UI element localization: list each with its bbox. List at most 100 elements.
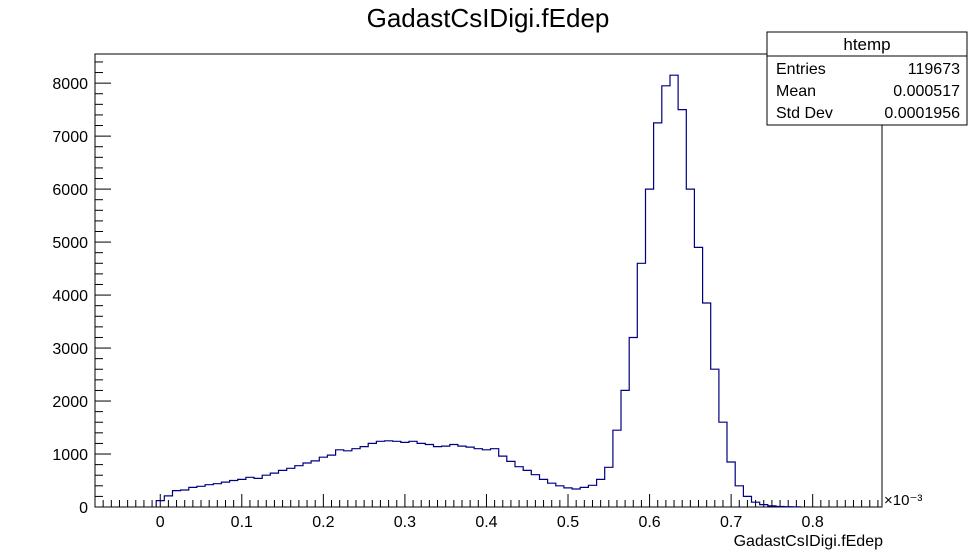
histogram-bin <box>173 491 181 507</box>
histogram-bin <box>572 489 580 507</box>
histogram-bin <box>450 445 458 508</box>
histogram-bin <box>760 505 768 507</box>
histogram-bin <box>393 441 401 507</box>
histogram-bin <box>344 451 352 507</box>
histogram-bin <box>385 441 393 507</box>
histogram-bin <box>327 455 335 507</box>
histogram-bin <box>629 338 637 508</box>
histogram-bin <box>768 506 776 507</box>
histogram-bin <box>458 446 466 507</box>
histogram-bin <box>221 482 229 507</box>
histogram-bin <box>482 450 490 507</box>
y-tick-label: 7000 <box>52 129 88 146</box>
histogram-bin <box>694 247 702 507</box>
y-tick-label: 0 <box>79 500 88 517</box>
histogram-bin <box>654 123 662 507</box>
x-tick-label: 0 <box>156 514 165 531</box>
histogram-bin <box>376 441 384 507</box>
histogram-bin <box>637 263 645 507</box>
stats-box-frame <box>766 31 968 126</box>
histogram-bin <box>409 441 417 507</box>
histogram-bin <box>164 496 172 507</box>
histogram-bin <box>507 461 515 507</box>
stats-entries-value: 119673 <box>908 61 960 78</box>
histogram-bin <box>597 479 605 507</box>
histogram-bin <box>776 507 784 508</box>
histogram-bin <box>735 486 743 507</box>
stats-entries-label: Entries <box>776 61 826 78</box>
histogram-bin <box>752 502 760 507</box>
stats-box-title: htemp <box>843 35 890 54</box>
histogram-bin <box>319 457 327 507</box>
histogram-bin <box>336 450 344 507</box>
histogram-bin <box>466 447 474 507</box>
x-tick-label: 0.4 <box>475 514 497 531</box>
x-tick-label: 0.6 <box>638 514 660 531</box>
histogram-bin <box>662 86 670 507</box>
histogram-bin <box>678 110 686 507</box>
histogram-bin <box>605 467 613 507</box>
stats-stddev-label: Std Dev <box>776 105 833 122</box>
y-tick-label: 6000 <box>52 182 88 199</box>
histogram-bin <box>434 447 442 507</box>
histogram-bin <box>442 446 450 507</box>
x-tick-label: 0.7 <box>720 514 742 531</box>
histogram-bin <box>588 485 596 507</box>
histogram-bin <box>613 430 621 507</box>
histogram-bin <box>303 463 311 507</box>
stats-stddev-value: 0.0001956 <box>884 105 960 122</box>
y-tick-label: 8000 <box>52 76 88 93</box>
histogram-bin <box>156 501 164 507</box>
histogram-bin <box>181 490 189 507</box>
histogram-bin <box>360 447 368 507</box>
histogram-bin <box>311 461 319 507</box>
histogram-bin <box>287 468 295 507</box>
histogram-bin <box>531 475 539 507</box>
histogram-bin <box>352 449 360 507</box>
histogram-bin <box>230 481 238 508</box>
y-tick-label: 3000 <box>52 341 88 358</box>
histogram-bin <box>425 445 433 508</box>
x-tick-label: 0.1 <box>231 514 253 531</box>
histogram-bin <box>213 484 221 507</box>
x-tick-label: 0.8 <box>802 514 824 531</box>
histogram-bin <box>556 486 564 507</box>
histogram-bins <box>156 75 800 507</box>
histogram-bin <box>564 488 572 507</box>
histogram-bin <box>523 470 531 507</box>
stats-box: htemp Entries 119673 Mean 0.000517 Std D… <box>766 31 968 126</box>
x-tick-label: 0.5 <box>557 514 579 531</box>
histogram-bin <box>548 483 556 507</box>
histogram-bin <box>246 477 254 507</box>
y-tick-label: 2000 <box>52 394 88 411</box>
y-tick-label: 4000 <box>52 288 88 305</box>
histogram-bin <box>417 443 425 507</box>
histogram-bin <box>621 390 629 507</box>
histogram-bin <box>368 443 376 507</box>
histogram-bin <box>205 485 213 507</box>
histogram-bin <box>270 473 278 507</box>
stats-mean-label: Mean <box>776 83 816 100</box>
histogram-bin <box>499 456 507 507</box>
x-tick-label: 0.3 <box>394 514 416 531</box>
x-tick-label: 0.2 <box>312 514 334 531</box>
histogram-bin <box>262 475 270 507</box>
y-tick-label: 1000 <box>52 447 88 464</box>
histogram-bin <box>711 369 719 507</box>
histogram-bin <box>474 449 482 507</box>
histogram-bin <box>727 462 735 507</box>
plot-axes: 0 0.1 0.2 0.3 0.4 0.5 0.6 0.7 0.8 0 1000 2000 3000 40… <box>52 53 883 531</box>
histogram-bin <box>295 466 303 507</box>
histogram-bin <box>238 479 246 507</box>
histogram-bin <box>670 75 678 507</box>
histogram-bin <box>279 470 287 507</box>
x-axis-exponent-label: ×10⁻³ <box>884 492 922 509</box>
histogram-bin <box>401 442 409 507</box>
x-axis-title: GadastCsIDigi.fEdep <box>734 533 884 550</box>
histogram-bin <box>686 189 694 507</box>
histogram-bin <box>540 479 548 507</box>
stats-mean-value: 0.000517 <box>893 83 960 100</box>
y-tick-label: 5000 <box>52 235 88 252</box>
plot-frame <box>94 53 883 508</box>
